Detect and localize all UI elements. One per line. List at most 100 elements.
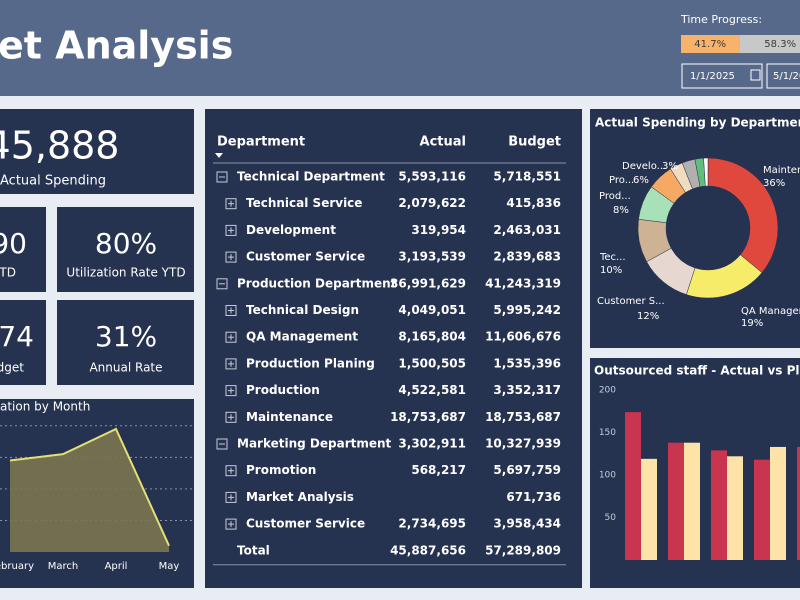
actual-cell: 568,217 bbox=[411, 463, 466, 477]
bar bbox=[668, 442, 684, 560]
expand-button[interactable] bbox=[225, 331, 237, 343]
budget-cell: 5,718,551 bbox=[493, 170, 561, 184]
slice-value-label: 36% bbox=[763, 178, 785, 189]
expand-button[interactable] bbox=[225, 198, 237, 210]
kpi-card bbox=[57, 300, 194, 385]
row-label: Marketing Department bbox=[237, 437, 392, 451]
actual-cell: 2,734,695 bbox=[398, 517, 466, 531]
row-label: Technical Department bbox=[237, 170, 385, 184]
actual-cell: 3,302,911 bbox=[398, 437, 466, 451]
row-label: Promotion bbox=[246, 463, 316, 477]
progress-segment bbox=[739, 35, 800, 53]
slice-label: Prod... bbox=[599, 191, 631, 202]
row-label: Customer Service bbox=[246, 250, 365, 264]
x-tick-label: ebruary bbox=[0, 561, 34, 572]
header-band bbox=[0, 0, 800, 96]
kpi-card bbox=[57, 207, 194, 292]
slice-label: QA Management bbox=[741, 306, 800, 317]
actual-cell: 319,954 bbox=[411, 223, 466, 237]
expand-button[interactable] bbox=[225, 305, 237, 316]
column-header: Actual bbox=[420, 135, 466, 150]
bar-chart: Outsourced staff - Actual vs Plan 50 100 1… bbox=[594, 364, 800, 560]
row-label: Production bbox=[246, 383, 320, 397]
date-end: 5/1/2025 bbox=[773, 71, 800, 82]
collapse-button[interactable] bbox=[216, 438, 228, 450]
slice-value-label: 3% bbox=[662, 161, 678, 172]
kpi-1: 45,888 Actual Spending bbox=[0, 124, 119, 189]
actual-cell: 3,193,539 bbox=[398, 250, 466, 264]
kpi-label: Actual Spending bbox=[0, 174, 106, 189]
total-label: Total bbox=[237, 543, 270, 557]
expand-button[interactable] bbox=[225, 465, 237, 477]
row-label: QA Management bbox=[246, 330, 358, 344]
bar bbox=[770, 446, 786, 560]
donut-chart: Actual Spending by Department Maintenanc… bbox=[595, 116, 800, 330]
date-start: 1/1/2025 bbox=[690, 71, 735, 82]
kpi-card bbox=[0, 207, 46, 292]
column-header: Department bbox=[217, 135, 305, 150]
collapse-button[interactable] bbox=[216, 171, 228, 183]
chart-title: Outsourced staff - Actual vs Plan bbox=[594, 364, 800, 378]
actual-cell: 4,522,581 bbox=[398, 383, 466, 397]
sort-icon bbox=[215, 153, 223, 158]
bar bbox=[625, 412, 641, 560]
actual-cell: 36,991,629 bbox=[390, 276, 466, 290]
budget-cell: 10,327,939 bbox=[485, 437, 561, 451]
calendar-icon[interactable] bbox=[750, 69, 761, 81]
column-header: Budget bbox=[508, 135, 561, 150]
bar bbox=[754, 459, 770, 560]
bar bbox=[641, 458, 657, 560]
expand-button[interactable] bbox=[225, 518, 237, 530]
row-label: Production Planing bbox=[246, 356, 375, 370]
slice-label: Maintenance bbox=[763, 165, 800, 176]
bar bbox=[711, 450, 727, 560]
row-label: Customer Service bbox=[246, 517, 365, 531]
expand-button[interactable] bbox=[225, 491, 237, 503]
progress-label: 58.3% bbox=[764, 39, 796, 50]
expand-button[interactable] bbox=[225, 224, 237, 236]
date-start-box[interactable] bbox=[681, 63, 763, 89]
y-tick-label: 50 bbox=[605, 513, 617, 523]
row-label: Maintenance bbox=[246, 410, 333, 424]
budget-cell: 1,535,396 bbox=[493, 356, 561, 370]
budget-cell: 671,736 bbox=[506, 490, 561, 504]
x-tick-label: May bbox=[159, 561, 180, 572]
area-chart: ation by Month ebruary March April May bbox=[0, 400, 194, 572]
row-label: Development bbox=[246, 223, 336, 237]
progress-label: 41.7% bbox=[694, 39, 726, 50]
collapse-button[interactable] bbox=[216, 278, 228, 290]
x-tick-label: April bbox=[105, 561, 128, 572]
actual-cell: 18,753,687 bbox=[390, 410, 466, 424]
total-actual: 45,887,656 bbox=[390, 543, 466, 557]
expand-button[interactable] bbox=[225, 251, 237, 263]
budget-cell: 11,606,676 bbox=[485, 330, 561, 344]
expand-button[interactable] bbox=[225, 411, 237, 423]
slice-value-label: 8% bbox=[613, 205, 629, 216]
bar bbox=[684, 442, 700, 560]
budget-cell: 3,958,434 bbox=[493, 517, 561, 531]
expand-button[interactable] bbox=[225, 358, 237, 370]
x-tick-label: March bbox=[48, 561, 78, 572]
slice-label: Pro... bbox=[609, 175, 634, 186]
kpi-card bbox=[0, 109, 194, 194]
row-label: Technical Design bbox=[246, 303, 359, 317]
kpi-value: 90 bbox=[0, 227, 27, 260]
time-progress: 41.7% 58.3% bbox=[681, 35, 800, 53]
table: Department Actual Budget Technical Departme… bbox=[213, 135, 566, 566]
kpi-label: YTD bbox=[0, 266, 16, 280]
budget-cell: 2,463,031 bbox=[493, 223, 561, 237]
total-budget: 57,289,809 bbox=[485, 543, 561, 557]
slice-label: Customer S... bbox=[597, 296, 665, 307]
actual-cell: 8,165,804 bbox=[398, 330, 466, 344]
time-progress-label: Time Progress: bbox=[680, 13, 762, 26]
slice-label: Tec... bbox=[599, 252, 626, 263]
row-label: Market Analysis bbox=[246, 490, 354, 504]
expand-button[interactable] bbox=[225, 385, 237, 397]
kpi-value: 74 bbox=[0, 320, 34, 353]
chart-title: ation by Month bbox=[0, 400, 90, 414]
actual-cell: 5,593,116 bbox=[398, 170, 466, 184]
date-end-box[interactable] bbox=[766, 63, 800, 89]
row-label: Production Department bbox=[237, 276, 397, 290]
slice-value-label: 12% bbox=[637, 311, 659, 322]
